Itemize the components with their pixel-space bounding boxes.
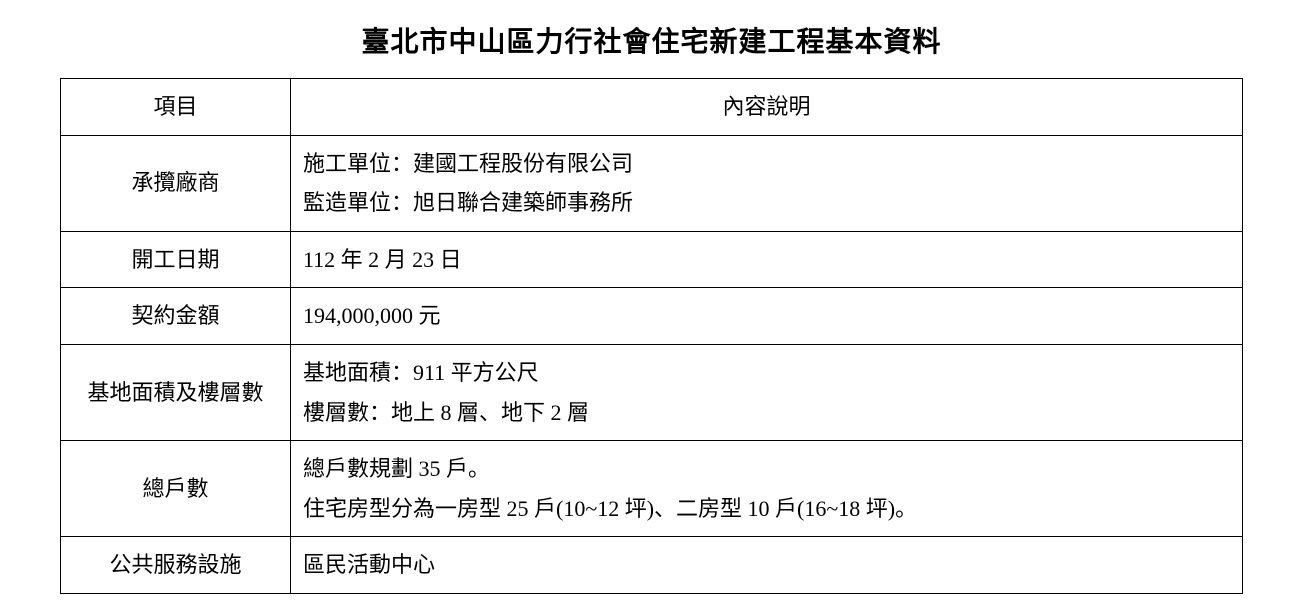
table-row: 公共服務設施 區民活動中心	[61, 537, 1243, 594]
table-row: 契約金額 194,000,000 元	[61, 288, 1243, 345]
row-label: 承攬廠商	[61, 135, 291, 231]
header-col1: 項目	[61, 79, 291, 136]
info-table: 項目 內容說明 承攬廠商 施工單位：建國工程股份有限公司 監造單位：旭日聯合建築…	[60, 78, 1243, 594]
row-label: 契約金額	[61, 288, 291, 345]
table-row: 總戶數 總戶數規劃 35 戶。 住宅房型分為一房型 25 戶(10~12 坪)、…	[61, 441, 1243, 537]
row-label: 開工日期	[61, 231, 291, 288]
row-content: 112 年 2 月 23 日	[291, 231, 1243, 288]
row-content: 區民活動中心	[291, 537, 1243, 594]
row-content: 總戶數規劃 35 戶。 住宅房型分為一房型 25 戶(10~12 坪)、二房型 …	[291, 441, 1243, 537]
row-label: 總戶數	[61, 441, 291, 537]
row-label: 公共服務設施	[61, 537, 291, 594]
table-row: 基地面積及樓層數 基地面積：911 平方公尺 樓層數：地上 8 層、地下 2 層	[61, 344, 1243, 440]
table-row: 開工日期 112 年 2 月 23 日	[61, 231, 1243, 288]
row-content: 施工單位：建國工程股份有限公司 監造單位：旭日聯合建築師事務所	[291, 135, 1243, 231]
row-label: 基地面積及樓層數	[61, 344, 291, 440]
row-content: 基地面積：911 平方公尺 樓層數：地上 8 層、地下 2 層	[291, 344, 1243, 440]
page-title: 臺北市中山區力行社會住宅新建工程基本資料	[60, 20, 1243, 60]
table-row: 承攬廠商 施工單位：建國工程股份有限公司 監造單位：旭日聯合建築師事務所	[61, 135, 1243, 231]
table-header-row: 項目 內容說明	[61, 79, 1243, 136]
row-content: 194,000,000 元	[291, 288, 1243, 345]
header-col2: 內容說明	[291, 79, 1243, 136]
